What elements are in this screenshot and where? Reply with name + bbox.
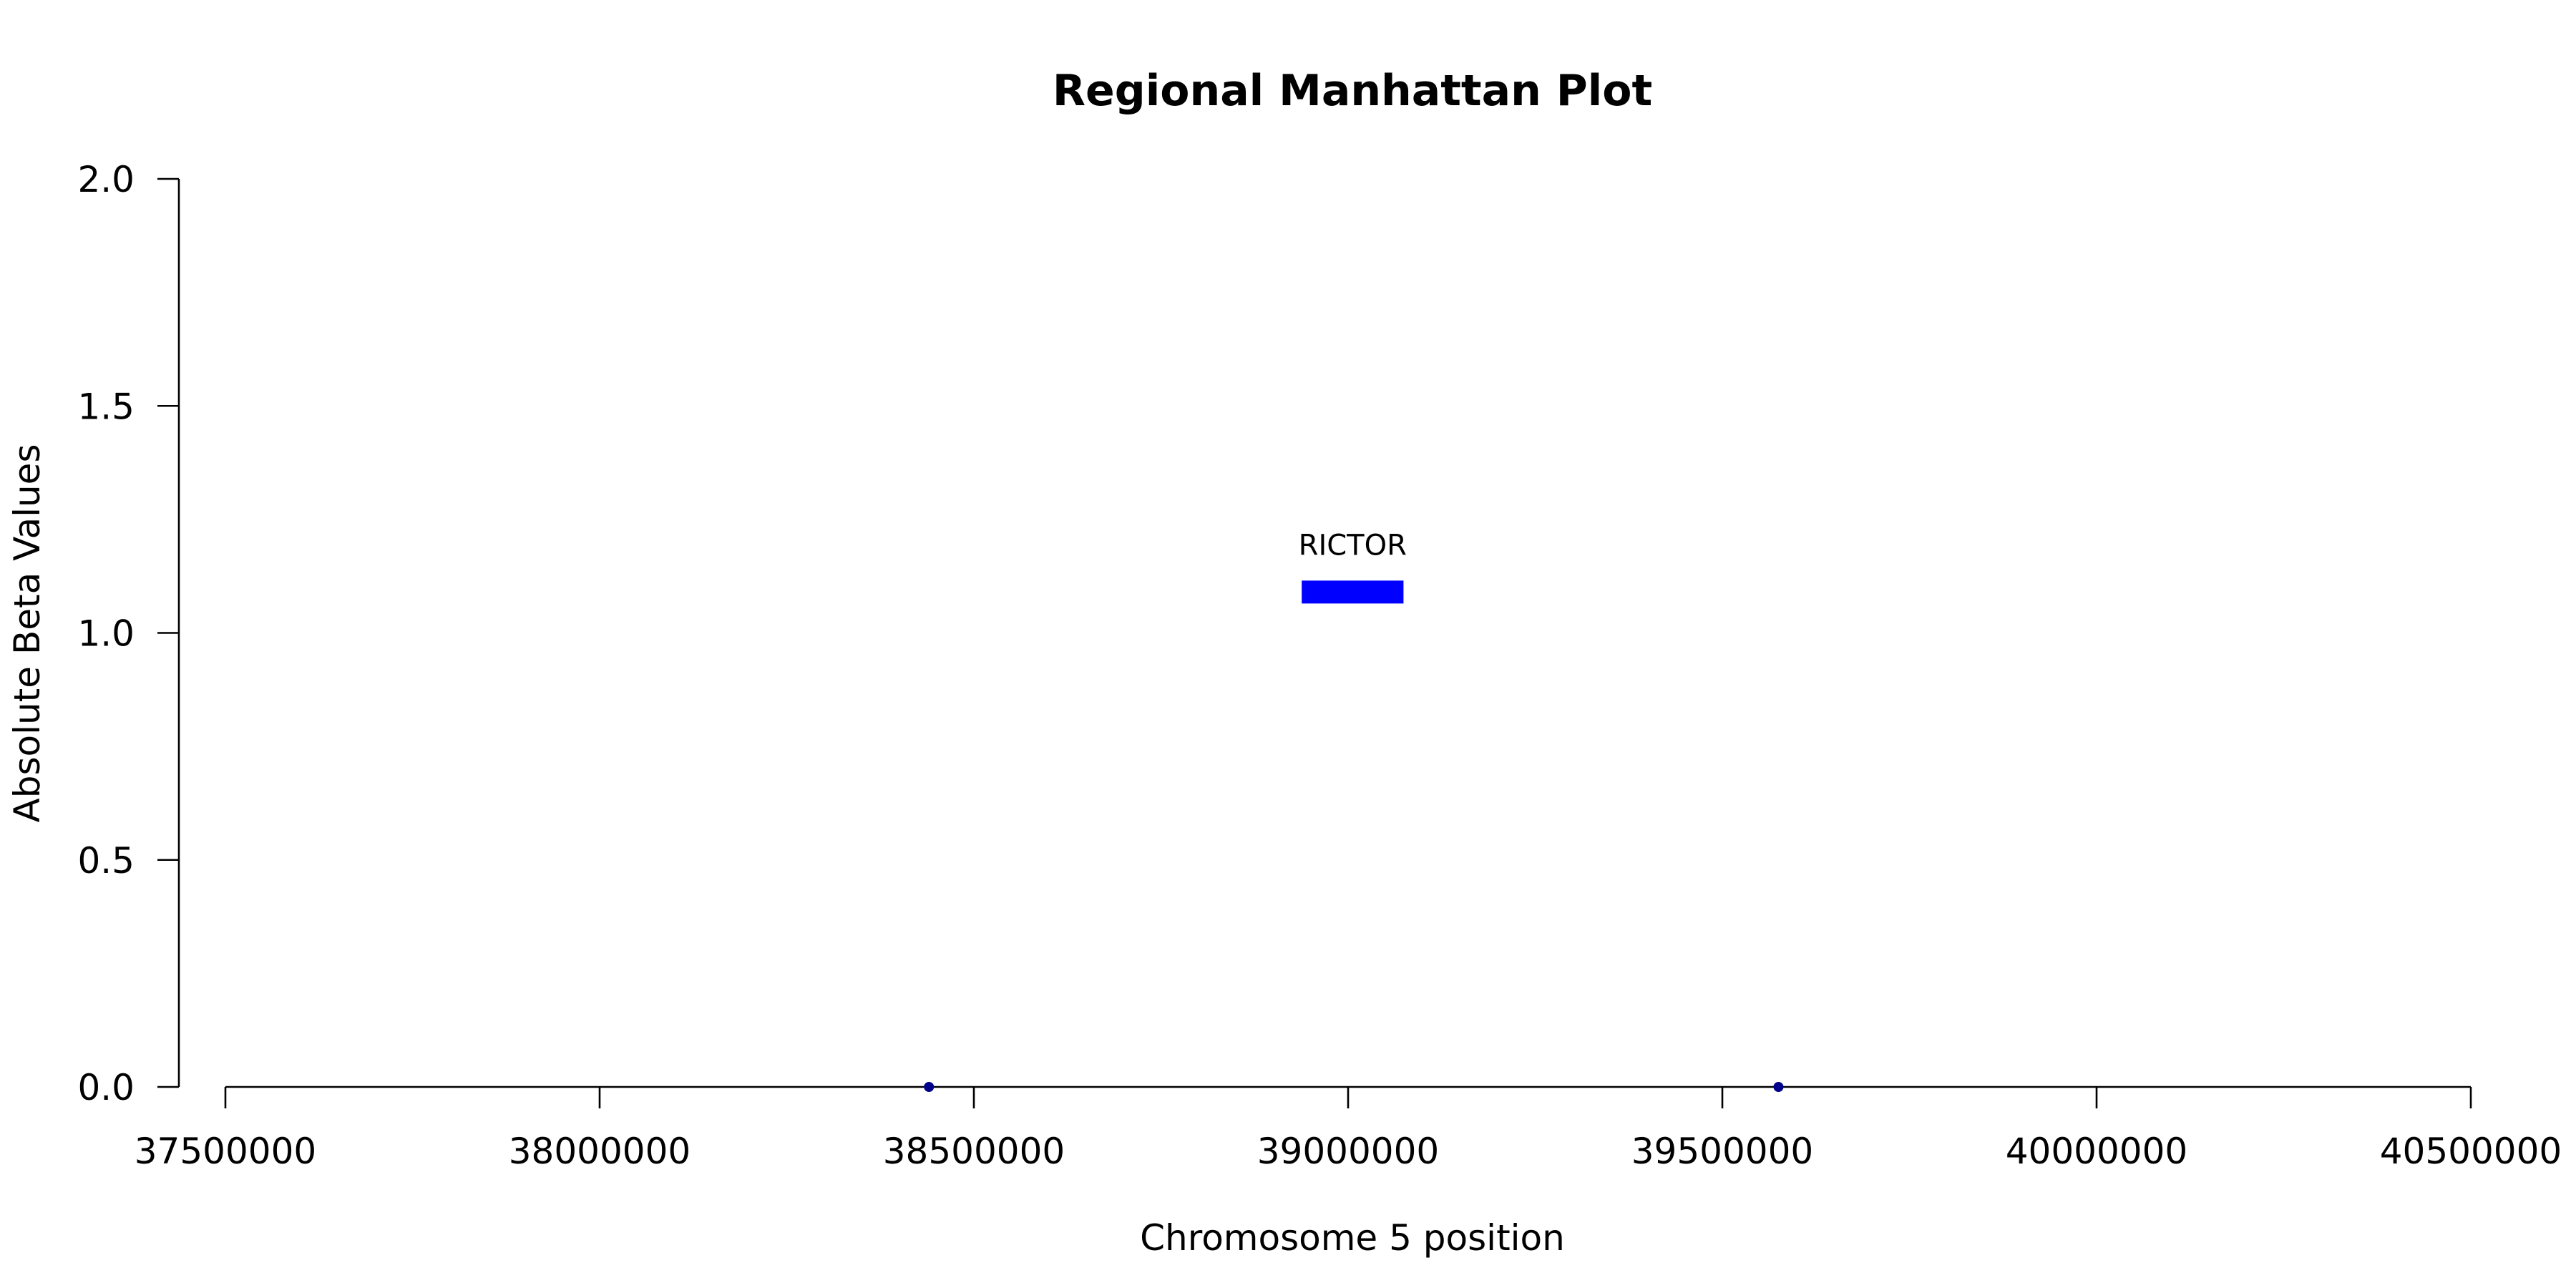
y-tick-label: 0.0 bbox=[77, 1067, 135, 1108]
x-tick-label: 39500000 bbox=[1631, 1131, 1814, 1172]
x-tick-label: 39000000 bbox=[1257, 1131, 1440, 1172]
y-tick-label: 2.0 bbox=[77, 159, 135, 200]
x-tick-label: 40500000 bbox=[2380, 1131, 2562, 1172]
x-axis: 37500000 38000000 38500000 39000000 39500000… bbox=[135, 1085, 2562, 1172]
y-tick-label: 0.5 bbox=[77, 840, 135, 882]
data-points bbox=[924, 1082, 1784, 1092]
gene-bar bbox=[1302, 580, 1404, 604]
y-tick-label: 1.0 bbox=[77, 613, 135, 655]
x-tick-label: 38000000 bbox=[509, 1131, 691, 1172]
x-axis-label: Chromosome 5 position bbox=[1140, 1217, 1565, 1259]
x-tick-label: 40000000 bbox=[2006, 1131, 2188, 1172]
x-tick-label: 37500000 bbox=[135, 1131, 317, 1172]
data-point bbox=[1773, 1082, 1784, 1092]
gene-annotations: RICTOR bbox=[1299, 529, 1407, 604]
gene-label: RICTOR bbox=[1299, 529, 1407, 562]
y-tick-label: 1.5 bbox=[77, 386, 135, 427]
data-point bbox=[924, 1082, 935, 1092]
y-axis-label: Absolute Beta Values bbox=[6, 444, 48, 823]
chart-title: Regional Manhattan Plot bbox=[1053, 66, 1652, 116]
x-tick-label: 38500000 bbox=[883, 1131, 1065, 1172]
y-axis: 0.0 0.5 1.0 1.5 2.0 bbox=[77, 159, 180, 1108]
